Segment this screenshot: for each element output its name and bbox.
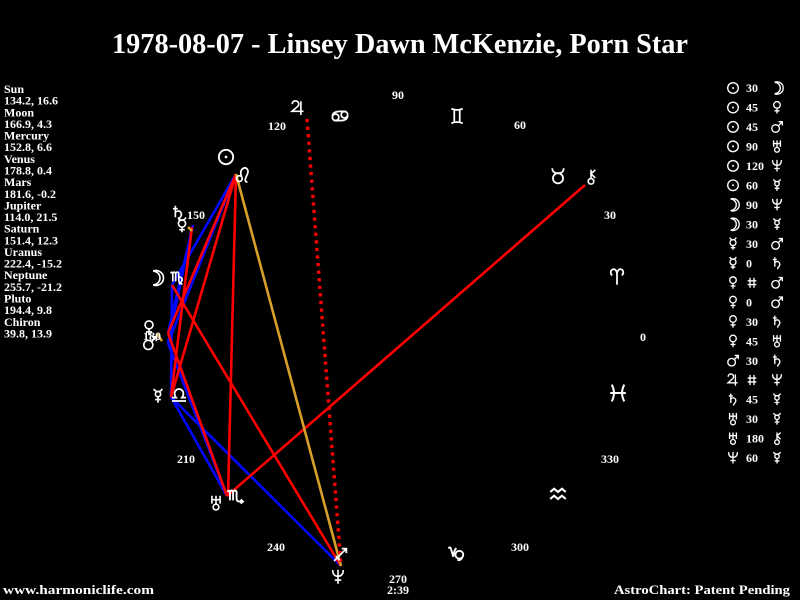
svg-text:210: 210 xyxy=(177,452,195,466)
svg-text:30: 30 xyxy=(746,237,758,251)
svg-text:114.0, 21.5: 114.0, 21.5 xyxy=(4,210,57,224)
svg-text:152.8, 6.6: 152.8, 6.6 xyxy=(4,140,52,154)
svg-text:90: 90 xyxy=(746,140,758,154)
svg-text:150: 150 xyxy=(187,208,205,222)
svg-text:30: 30 xyxy=(746,218,758,232)
svg-text:Moon: Moon xyxy=(4,105,34,119)
svg-text:Sun: Sun xyxy=(4,82,24,96)
svg-text:Venus: Venus xyxy=(4,152,35,166)
svg-text:Saturn: Saturn xyxy=(4,222,40,236)
svg-text:30: 30 xyxy=(746,81,758,95)
svg-text:45: 45 xyxy=(746,101,758,115)
svg-text:178.8, 0.4: 178.8, 0.4 xyxy=(4,164,52,178)
svg-text:90: 90 xyxy=(746,198,758,212)
svg-text:Mars: Mars xyxy=(4,175,32,189)
svg-text:1978-08-07 - Linsey Dawn McKen: 1978-08-07 - Linsey Dawn McKenzie, Porn … xyxy=(112,29,688,60)
svg-text:0: 0 xyxy=(746,295,752,309)
svg-text:270: 270 xyxy=(389,572,407,586)
svg-text:180: 180 xyxy=(746,432,764,446)
svg-text:45: 45 xyxy=(746,334,758,348)
svg-text:30: 30 xyxy=(746,412,758,426)
svg-text:60: 60 xyxy=(514,118,526,132)
svg-text:Chiron: Chiron xyxy=(4,315,41,329)
svg-text:Uranus: Uranus xyxy=(4,245,42,259)
svg-text:134.2, 16.6: 134.2, 16.6 xyxy=(4,94,58,108)
svg-text:255.7, -21.2: 255.7, -21.2 xyxy=(4,280,62,294)
svg-text:30: 30 xyxy=(746,354,758,368)
svg-text:0: 0 xyxy=(746,256,752,270)
svg-text:Pluto: Pluto xyxy=(4,292,31,306)
svg-text:30: 30 xyxy=(604,208,616,222)
svg-text:AstroChart: Patent Pending: AstroChart: Patent Pending xyxy=(614,582,791,597)
svg-text:151.4, 12.3: 151.4, 12.3 xyxy=(4,233,58,247)
svg-text:181.6, -0.2: 181.6, -0.2 xyxy=(4,187,56,201)
svg-text:Jupiter: Jupiter xyxy=(4,198,42,212)
svg-text:240: 240 xyxy=(267,540,285,554)
svg-text:90: 90 xyxy=(392,88,404,102)
svg-text:www.harmoniclife.com: www.harmoniclife.com xyxy=(3,582,154,597)
svg-text:330: 330 xyxy=(601,452,619,466)
svg-text:30: 30 xyxy=(746,315,758,329)
svg-text:39.8, 13.9: 39.8, 13.9 xyxy=(4,326,52,340)
svg-text:45: 45 xyxy=(746,393,758,407)
svg-text:60: 60 xyxy=(746,451,758,465)
svg-text:166.9, 4.3: 166.9, 4.3 xyxy=(4,117,52,131)
svg-text:2:39: 2:39 xyxy=(387,583,409,597)
svg-text:0: 0 xyxy=(640,330,646,344)
svg-text:120: 120 xyxy=(268,119,286,133)
svg-text:60: 60 xyxy=(746,179,758,193)
svg-text:222.4, -15.2: 222.4, -15.2 xyxy=(4,257,62,271)
svg-text:194.4, 9.8: 194.4, 9.8 xyxy=(4,303,52,317)
svg-text:45: 45 xyxy=(746,120,758,134)
svg-text:300: 300 xyxy=(511,540,529,554)
svg-text:Neptune: Neptune xyxy=(4,268,48,282)
svg-text:Mercury: Mercury xyxy=(4,129,49,143)
svg-text:120: 120 xyxy=(746,159,764,173)
